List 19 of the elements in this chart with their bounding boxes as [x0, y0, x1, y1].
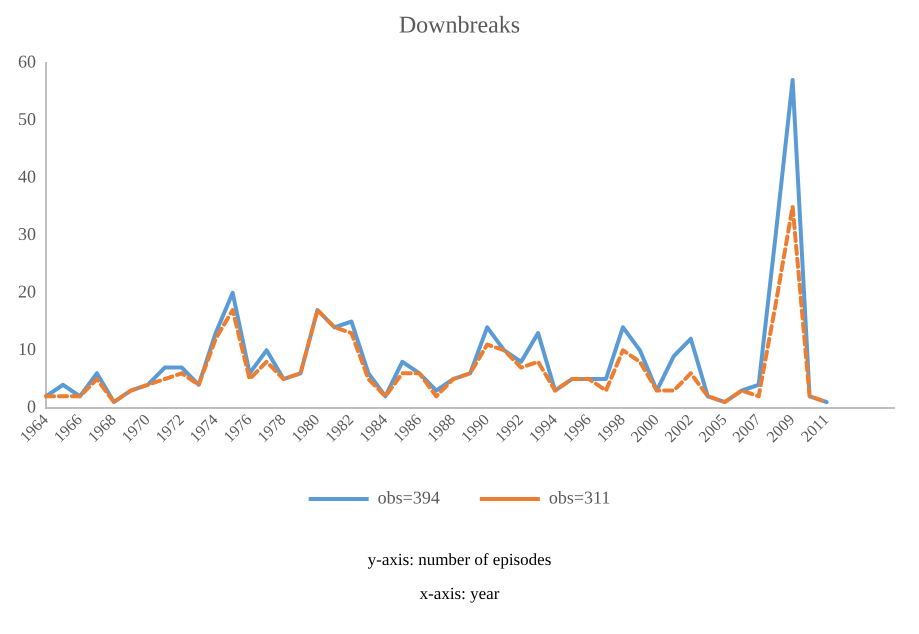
y-tick-label: 60 — [18, 52, 36, 72]
x-tick-label: 1992 — [492, 411, 527, 446]
y-tick-label: 50 — [18, 109, 36, 130]
y-tick-label: 20 — [18, 282, 36, 302]
x-tick-label: 1982 — [322, 411, 358, 446]
x-tick-label: 1970 — [118, 411, 154, 446]
y-tick-label: 0 — [27, 396, 36, 417]
text: y-axis: number of episodes — [366, 550, 552, 570]
y-tick-label: 10 — [18, 339, 36, 360]
chart-title: Downbreaks — [398, 12, 520, 39]
text: x-axis: year — [418, 584, 500, 604]
y-tick-label: 40 — [18, 166, 36, 187]
x-tick-label: 2011 — [798, 411, 832, 446]
x-tick-label: 1990 — [458, 411, 493, 446]
legend-label: obs=394 — [378, 488, 440, 508]
x-tick-label: 1980 — [288, 411, 324, 446]
legend-label: obs=311 — [548, 488, 610, 508]
x-tick-label: 1972 — [152, 411, 188, 446]
y-tick-label: 30 — [18, 224, 36, 244]
